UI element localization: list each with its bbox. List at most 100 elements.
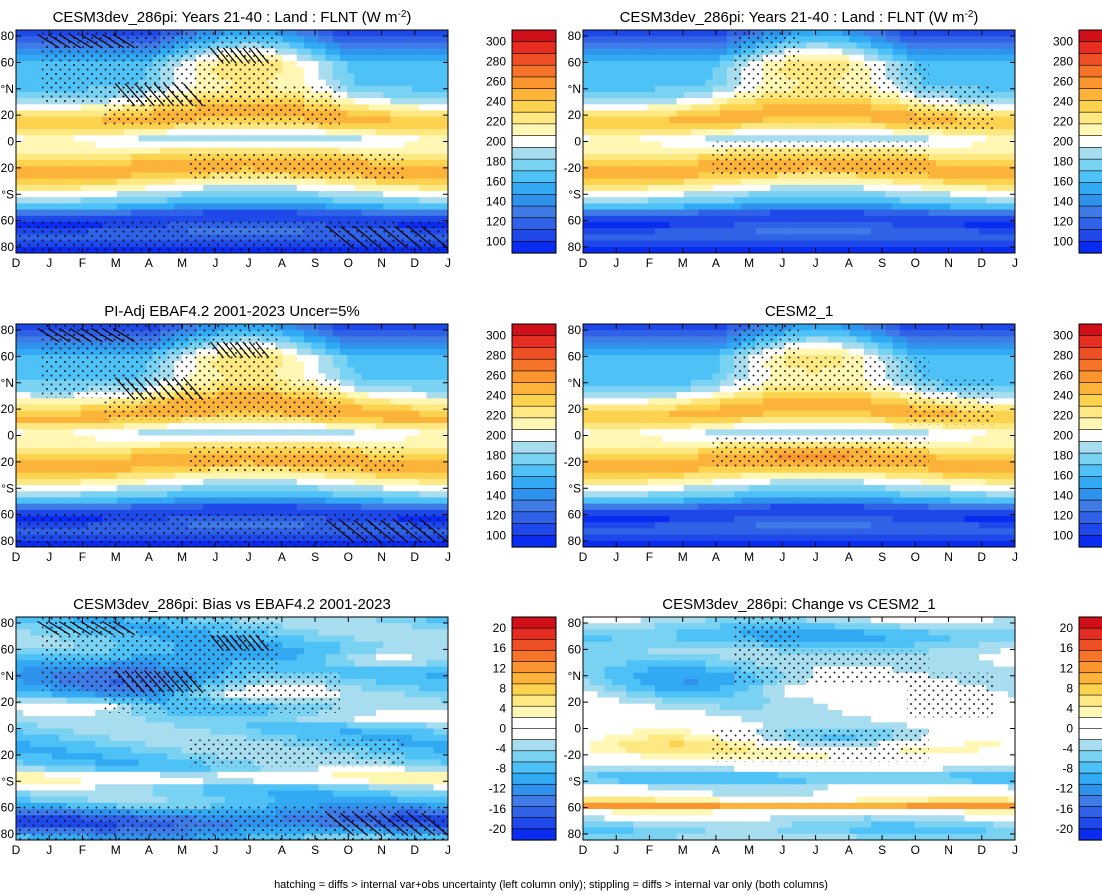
field-cell	[820, 184, 829, 192]
field-cell	[138, 184, 147, 192]
field-cell	[583, 36, 591, 43]
field-cell	[820, 48, 829, 56]
field-cell	[856, 172, 865, 180]
field-cell	[583, 30, 591, 37]
field-cell	[16, 184, 24, 192]
field-cell	[397, 330, 406, 337]
field-cell	[849, 246, 858, 253]
field-cell	[440, 203, 448, 211]
field-cell	[863, 135, 872, 143]
field-cell	[943, 197, 951, 205]
field-cell	[835, 122, 843, 130]
field-cell	[390, 330, 399, 337]
field-cell	[181, 160, 190, 167]
field-cell	[246, 122, 255, 130]
field-cell	[167, 172, 175, 180]
field-cell	[361, 116, 370, 124]
field-cell	[1000, 184, 1009, 192]
field-cell	[217, 209, 226, 217]
field-cell	[376, 48, 384, 56]
field-cell	[748, 246, 757, 253]
field-cell	[196, 209, 204, 217]
field-cell	[59, 166, 67, 174]
field-cell	[340, 67, 348, 74]
field-cell	[712, 240, 721, 248]
field-cell	[662, 60, 670, 68]
field-cell	[640, 85, 649, 93]
field-cell	[361, 197, 370, 205]
field-cell	[583, 141, 591, 149]
field-cell	[842, 178, 850, 186]
field-cell	[419, 73, 427, 81]
field-cell	[763, 98, 771, 105]
field-cell	[863, 197, 872, 205]
field-cell	[935, 73, 944, 81]
field-cell	[246, 184, 255, 192]
field-cell	[791, 135, 800, 143]
field-cell	[705, 73, 714, 81]
field-cell	[806, 172, 814, 180]
field-cell	[914, 129, 922, 136]
field-cell	[820, 36, 829, 43]
field-cell	[433, 79, 442, 87]
field-cell	[296, 191, 305, 198]
field-cell	[662, 215, 670, 223]
field-cell	[669, 240, 678, 248]
field-cell	[383, 91, 391, 99]
field-cell	[683, 54, 692, 62]
field-cell	[712, 42, 721, 50]
colorbar-label: 240	[1053, 95, 1073, 109]
field-cell	[604, 184, 613, 192]
field-cell	[52, 197, 60, 205]
field-cell	[849, 228, 858, 236]
field-cell	[426, 178, 435, 186]
field-cell	[914, 135, 922, 143]
field-cell	[440, 324, 448, 331]
field-cell	[66, 116, 75, 124]
field-cell	[835, 191, 843, 198]
field-cell	[676, 228, 685, 236]
field-cell	[799, 215, 807, 223]
field-cell	[806, 203, 814, 211]
field-cell	[383, 98, 391, 105]
field-cell	[124, 178, 132, 186]
field-cell	[669, 160, 678, 167]
field-cell	[971, 36, 980, 43]
field-cell	[806, 104, 814, 112]
field-cell	[145, 191, 154, 198]
field-cell	[993, 48, 1002, 56]
field-cell	[835, 116, 843, 124]
field-cell	[784, 234, 793, 242]
field-cell	[669, 122, 678, 130]
field-cell	[892, 240, 901, 248]
field-cell	[597, 36, 606, 43]
field-cell	[597, 129, 606, 136]
field-cell	[626, 42, 634, 50]
field-cell	[655, 42, 663, 50]
field-cell	[683, 178, 692, 186]
field-cell	[842, 240, 850, 248]
field-cell	[683, 184, 692, 192]
field-cell	[196, 184, 204, 192]
field-cell	[611, 240, 620, 248]
field-cell	[763, 234, 771, 242]
field-cell	[426, 48, 435, 56]
panel-2: CESM3dev_286pi: Years 21-40 : Land : FLN…	[564, 9, 1102, 270]
field-cell	[224, 129, 233, 136]
field-cell	[935, 135, 944, 143]
field-cell	[791, 178, 800, 186]
field-cell	[1000, 178, 1009, 186]
field-cell	[368, 73, 377, 81]
field-cell	[683, 215, 692, 223]
field-cell	[647, 209, 656, 217]
field-cell	[856, 98, 865, 105]
field-cell	[647, 166, 656, 174]
field-cell	[296, 348, 305, 356]
field-cell	[160, 203, 168, 211]
field-cell	[741, 178, 750, 186]
field-cell	[102, 141, 111, 149]
field-cell	[827, 98, 836, 105]
field-cell	[921, 228, 930, 236]
field-cell	[835, 42, 843, 50]
field-cell	[397, 79, 406, 87]
